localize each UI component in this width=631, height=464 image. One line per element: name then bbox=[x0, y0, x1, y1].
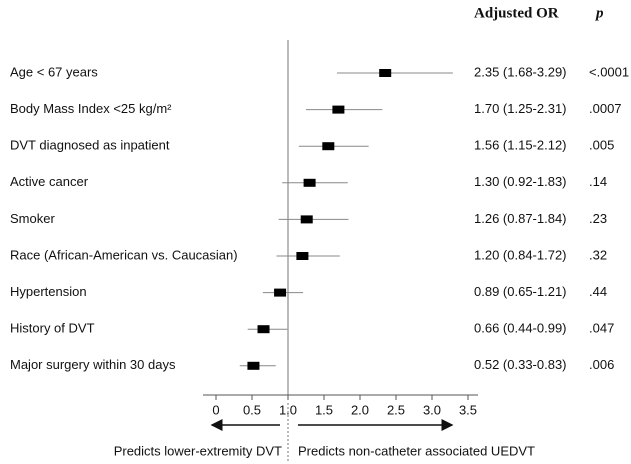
or-label: 1.30 (0.92-1.83) bbox=[474, 174, 567, 189]
row-label: Smoker bbox=[10, 211, 55, 226]
or-label: 1.70 (1.25-2.31) bbox=[474, 101, 567, 116]
p-value: .047 bbox=[589, 321, 614, 336]
or-label: 0.66 (0.44-0.99) bbox=[474, 321, 567, 336]
or-label: 1.26 (0.87-1.84) bbox=[474, 211, 567, 226]
column-header: p bbox=[594, 5, 604, 21]
row-label: Active cancer bbox=[10, 174, 89, 189]
x-tick-label: 1.5 bbox=[315, 402, 333, 417]
estimate-marker bbox=[257, 325, 270, 334]
row-label: Race (African-American vs. Caucasian) bbox=[10, 247, 238, 262]
annotation: Predicts non-catheter associated UEDVT bbox=[298, 443, 535, 458]
row-label: Age < 67 years bbox=[10, 64, 98, 79]
estimate-marker bbox=[300, 215, 313, 224]
row-label: Hypertension bbox=[10, 284, 87, 299]
estimate-marker bbox=[303, 178, 316, 187]
or-label: 2.35 (1.68-3.29) bbox=[474, 64, 567, 79]
x-tick-label: 3.5 bbox=[459, 402, 477, 417]
p-value: .44 bbox=[589, 284, 607, 299]
row-label: Body Mass Index <25 kg/m² bbox=[10, 101, 172, 116]
column-header: Adjusted OR bbox=[474, 5, 559, 21]
p-value: .14 bbox=[589, 174, 607, 189]
p-value: .23 bbox=[589, 211, 607, 226]
estimate-marker bbox=[379, 69, 392, 77]
p-value: .006 bbox=[589, 357, 614, 372]
row-label: DVT diagnosed as inpatient bbox=[10, 138, 170, 153]
estimate-marker bbox=[296, 252, 309, 260]
or-label: 0.52 (0.33-0.83) bbox=[474, 357, 567, 372]
p-value: .32 bbox=[589, 247, 607, 262]
x-tick-label: 0.5 bbox=[243, 402, 261, 417]
or-label: 1.56 (1.15-2.12) bbox=[474, 138, 567, 153]
x-tick-label: 2.5 bbox=[387, 402, 405, 417]
or-label: 1.20 (0.84-1.72) bbox=[474, 247, 567, 262]
x-tick-label: 2.0 bbox=[351, 402, 369, 417]
x-tick-label: 0 bbox=[212, 402, 219, 417]
x-tick-label: 1.0 bbox=[279, 402, 297, 417]
p-value: .0007 bbox=[589, 101, 622, 116]
estimate-marker bbox=[332, 105, 345, 114]
estimate-marker bbox=[274, 288, 287, 297]
annotation: Predicts lower-extremity DVT bbox=[114, 443, 282, 458]
p-value: .005 bbox=[589, 138, 614, 153]
x-tick-label: 3.0 bbox=[423, 402, 441, 417]
row-label: History of DVT bbox=[10, 321, 95, 336]
row-label: Major surgery within 30 days bbox=[10, 357, 176, 372]
estimate-marker bbox=[322, 142, 335, 151]
p-value: <.0001 bbox=[589, 64, 629, 79]
estimate-marker bbox=[247, 361, 260, 370]
or-label: 0.89 (0.65-1.21) bbox=[474, 284, 567, 299]
